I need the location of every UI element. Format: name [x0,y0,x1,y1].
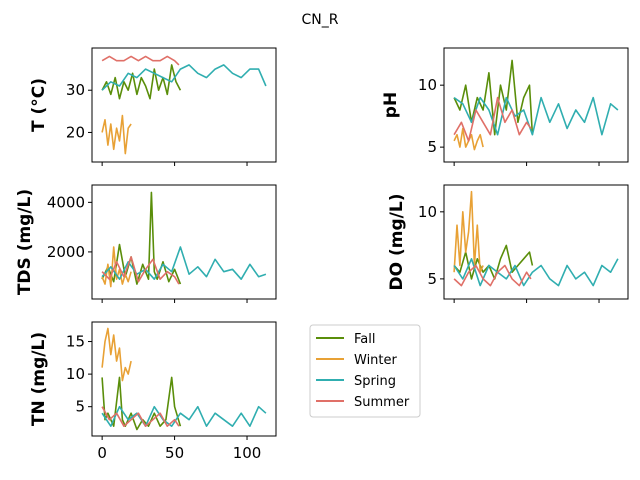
y-tick-label: 4000 [47,193,85,211]
legend-label: Summer [354,395,410,410]
panel-t-c: 20 30 T (°C) [29,47,277,166]
series-line-summer [453,96,532,142]
series-line-spring [453,96,619,136]
y-tick-label: 10 [66,365,85,383]
y-tick-label: 2000 [47,243,85,261]
series-group [453,59,619,151]
legend-label: Fall [354,332,375,347]
series-group [101,327,267,431]
y-tick-label: 5 [75,398,85,416]
y-tick-label: 10 [418,76,437,94]
legend-item-spring: Spring [316,374,396,389]
series-line-winter [453,190,484,274]
axis-frame [91,47,277,163]
panel-tds-mg-l: 2000 4000 TDS (mg/L) [15,184,277,303]
axis-frame [91,321,277,437]
series-group [453,190,619,287]
axis-frame [443,184,629,300]
series-line-fall [101,64,182,100]
legend-label: Winter [354,353,398,368]
axis-frame [443,47,629,163]
panel-tn-mg-l: 5 10 15 0 50 100 TN (mg/L) [29,321,277,462]
panel-do-mg-l: 5 10 DO (mg/L) [387,184,629,303]
y-tick-label: 5 [427,138,437,156]
y-tick-label: 20 [66,123,85,141]
legend-box [309,324,421,418]
figure-title: CN_R [302,12,339,28]
series-line-winter [101,327,132,382]
y-axis-label: T (°C) [29,78,49,132]
legend-item-winter: Winter [316,353,398,368]
y-tick-label: 15 [66,333,85,351]
panel-ph: 5 10 pH [381,47,629,166]
series-group [101,55,267,155]
x-tick-label: 0 [97,444,107,462]
series-line-spring [101,64,267,91]
series-line-summer [453,264,532,287]
y-axis-label: DO (mg/L) [387,194,407,291]
x-tick-label: 100 [233,444,262,462]
axis-frame [91,184,277,300]
series-line-spring [101,246,267,281]
x-tick-label: 50 [165,444,184,462]
series-group [101,191,267,288]
series-line-summer [101,256,180,285]
panels-group: 20 30 T (°C) 5 10 pH 2000 4000 TDS (mg/L) 5 10 DO (… [15,47,629,462]
legend: Fall Winter Spring Summer [309,324,421,418]
legend-label: Spring [354,374,396,389]
series-line-fall [101,376,182,431]
y-axis-label: pH [381,92,401,118]
series-line-summer [101,55,180,66]
y-axis-label: TDS (mg/L) [15,189,35,295]
series-line-summer [101,406,180,428]
series-line-winter [101,114,132,155]
y-tick-label: 5 [427,270,437,288]
series-line-fall [453,59,534,136]
series-line-spring [453,257,619,287]
series-line-spring [101,405,267,428]
y-tick-label: 10 [418,203,437,221]
legend-item-fall: Fall [316,332,375,347]
y-tick-label: 30 [66,81,85,99]
y-axis-label: TN (mg/L) [29,332,49,426]
legend-item-summer: Summer [316,395,410,410]
